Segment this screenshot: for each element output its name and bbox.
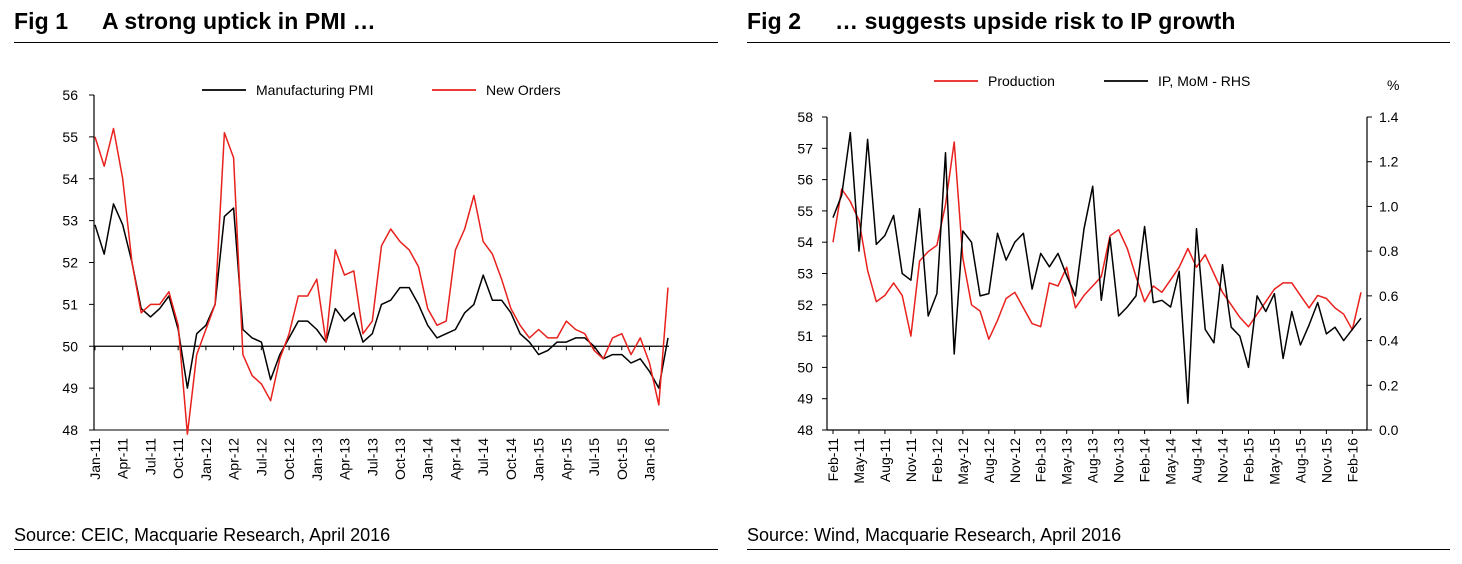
x-tick-label: Apr-14 bbox=[447, 438, 463, 480]
x-tick-label: Apr-13 bbox=[337, 438, 353, 480]
legend-label: Production bbox=[988, 73, 1055, 89]
figure-2-panel: Fig 2 … suggests upside risk to IP growth… bbox=[747, 0, 1450, 564]
right-y-tick-label: 0.4 bbox=[1379, 333, 1399, 349]
x-tick-label: May-14 bbox=[1163, 438, 1179, 485]
y-tick-label: 53 bbox=[62, 213, 78, 229]
figure-1-bottom-rule bbox=[14, 549, 718, 550]
x-tick-label: Jul-14 bbox=[475, 438, 491, 476]
left-y-tick-label: 50 bbox=[797, 359, 813, 375]
x-tick-label: Feb-15 bbox=[1240, 438, 1256, 483]
y-tick-label: 50 bbox=[62, 338, 78, 354]
right-y-tick-label: 0.0 bbox=[1379, 422, 1399, 438]
x-tick-label: Jul-11 bbox=[142, 438, 158, 475]
right-y-tick-label: 0.8 bbox=[1379, 243, 1399, 259]
y-tick-label: 52 bbox=[62, 255, 78, 271]
legend-label: Manufacturing PMI bbox=[256, 82, 374, 98]
figure-1-source: Source: CEIC, Macquarie Research, April … bbox=[14, 525, 391, 545]
x-tick-label: May-13 bbox=[1059, 438, 1075, 485]
x-tick-label: Aug-13 bbox=[1085, 438, 1101, 483]
right-axis-unit-label: % bbox=[1387, 77, 1399, 93]
x-tick-label: Aug-11 bbox=[877, 438, 893, 482]
x-tick-label: Apr-15 bbox=[558, 438, 574, 480]
x-tick-label: Nov-13 bbox=[1111, 438, 1127, 483]
left-y-tick-label: 54 bbox=[797, 234, 813, 250]
left-y-tick-label: 55 bbox=[797, 203, 813, 219]
x-tick-label: Oct-11 bbox=[170, 438, 186, 479]
figure-1-title: Fig 1 A strong uptick in PMI … bbox=[14, 8, 376, 35]
left-y-tick-label: 49 bbox=[797, 391, 813, 407]
series-line-manufacturing-pmi bbox=[94, 203, 669, 389]
left-y-tick-label: 56 bbox=[797, 172, 813, 188]
x-tick-label: Feb-11 bbox=[825, 438, 841, 482]
right-y-tick-label: 1.4 bbox=[1379, 109, 1399, 125]
x-tick-label: Oct-15 bbox=[614, 438, 630, 480]
x-tick-label: Apr-11 bbox=[115, 438, 131, 479]
x-tick-label: Nov-15 bbox=[1318, 438, 1334, 483]
x-tick-label: Nov-14 bbox=[1215, 438, 1231, 483]
figure-1-top-rule bbox=[14, 42, 718, 43]
figure-2-title-text: … suggests upside risk to IP growth bbox=[835, 8, 1236, 34]
left-y-tick-label: 57 bbox=[797, 140, 813, 156]
legend-label: New Orders bbox=[486, 82, 561, 98]
left-y-tick-label: 53 bbox=[797, 266, 813, 282]
left-y-tick-label: 48 bbox=[797, 422, 813, 438]
x-tick-label: Oct-13 bbox=[392, 438, 408, 480]
y-tick-label: 56 bbox=[62, 87, 78, 103]
x-tick-label: Jan-15 bbox=[531, 438, 547, 481]
figure-1-chart: 48 49 50 51 52 53 54 55 56 Jan-11 Apr-11 Jul-11 Oct-… bbox=[62, 82, 669, 481]
right-y-tick-label: 1.2 bbox=[1379, 154, 1399, 170]
x-tick-label: Oct-14 bbox=[503, 438, 519, 480]
right-y-tick-label: 0.6 bbox=[1379, 288, 1399, 304]
figure-2-number: Fig 2 bbox=[747, 8, 802, 34]
y-tick-label: 49 bbox=[62, 380, 78, 396]
y-tick-label: 55 bbox=[62, 129, 78, 145]
y-tick-label: 51 bbox=[62, 296, 78, 312]
x-tick-label: May-15 bbox=[1266, 438, 1282, 485]
x-tick-label: Nov-12 bbox=[1007, 438, 1023, 483]
legend-label: IP, MoM - RHS bbox=[1158, 73, 1250, 89]
figure-2-chart: 48 49 50 51 52 53 54 55 56 57 58 0.0 0.2 0.4 0.6 0.8 1.0… bbox=[797, 73, 1399, 485]
figure-2-source: Source: Wind, Macquarie Research, April … bbox=[747, 525, 1122, 545]
x-tick-label: Jan-14 bbox=[420, 438, 436, 481]
x-tick-label: Aug-12 bbox=[981, 438, 997, 483]
left-y-tick-label: 52 bbox=[797, 297, 813, 313]
series-line-new-orders bbox=[94, 127, 669, 435]
figure-1-title-text: A strong uptick in PMI … bbox=[102, 8, 376, 34]
left-y-tick-label: 51 bbox=[797, 328, 813, 344]
x-tick-label: Feb-12 bbox=[929, 438, 945, 483]
x-tick-label: Apr-12 bbox=[226, 438, 242, 480]
x-tick-label: Aug-15 bbox=[1292, 438, 1308, 483]
x-tick-label: Nov-11 bbox=[903, 438, 919, 482]
right-y-tick-label: 1.0 bbox=[1379, 198, 1399, 214]
y-tick-label: 48 bbox=[62, 422, 78, 438]
figure-2-bottom-rule bbox=[747, 549, 1450, 550]
x-tick-label: May-11 bbox=[851, 438, 867, 484]
y-tick-label: 54 bbox=[62, 171, 78, 187]
left-y-tick-label: 58 bbox=[797, 109, 813, 125]
x-tick-label: Jan-12 bbox=[198, 438, 214, 481]
x-tick-label: Aug-14 bbox=[1189, 438, 1205, 483]
x-tick-label: Oct-12 bbox=[281, 438, 297, 480]
figure-1-number: Fig 1 bbox=[14, 8, 69, 34]
figure-1-panel: Fig 1 A strong uptick in PMI … 48 49 50 51 52… bbox=[14, 0, 718, 564]
x-tick-label: Jan-11 bbox=[87, 438, 103, 480]
x-tick-label: Feb-13 bbox=[1033, 438, 1049, 483]
figure-2-top-rule bbox=[747, 42, 1450, 43]
figure-2-title: Fig 2 … suggests upside risk to IP growth bbox=[747, 8, 1236, 35]
x-tick-label: Jan-16 bbox=[642, 438, 658, 481]
x-tick-label: Jul-13 bbox=[364, 438, 380, 476]
x-tick-label: Jul-15 bbox=[586, 438, 602, 476]
x-tick-label: Feb-16 bbox=[1344, 438, 1360, 483]
series-line-production bbox=[832, 141, 1362, 340]
x-tick-label: Jan-13 bbox=[309, 438, 325, 481]
x-tick-label: May-12 bbox=[955, 438, 971, 485]
x-tick-label: Jul-12 bbox=[253, 438, 269, 476]
x-tick-label: Feb-14 bbox=[1137, 438, 1153, 483]
series-line-ip-mom-rhs bbox=[832, 131, 1362, 404]
right-y-tick-label: 0.2 bbox=[1379, 377, 1399, 393]
